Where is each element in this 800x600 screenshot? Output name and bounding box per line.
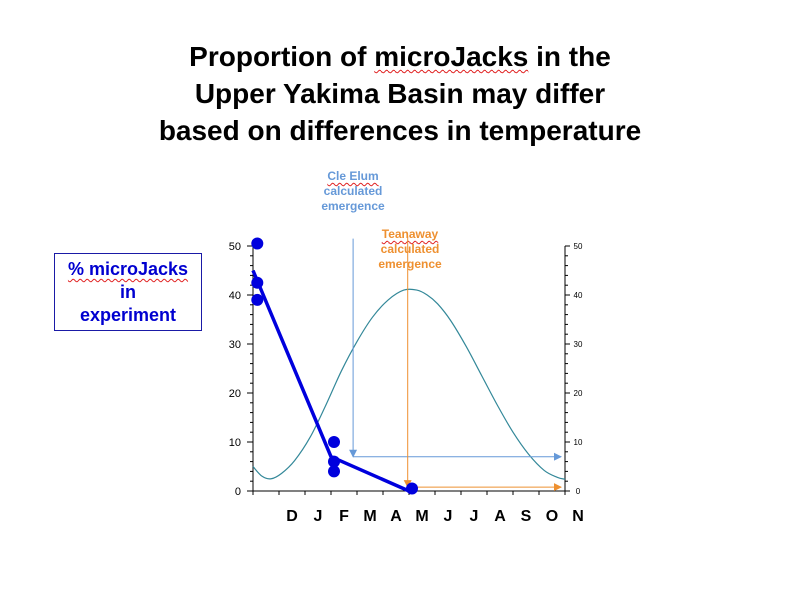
teanaway-line-3: emergence xyxy=(378,257,442,271)
data-point xyxy=(251,293,264,306)
left-y-tick-label: 20 xyxy=(229,388,241,400)
teanaway-annotation: Teanaway calculated emergence xyxy=(360,227,460,272)
x-tick-label: A xyxy=(494,508,506,525)
y-label-line-2: in xyxy=(120,282,136,302)
title-line-3: based on differences in temperature xyxy=(158,115,642,146)
x-tick-label: J xyxy=(470,508,479,525)
title-line-1: Proportion of microJacks in the xyxy=(189,41,611,72)
y-axis-label-box: % microJacks in experiment xyxy=(54,253,202,331)
data-point xyxy=(328,465,340,478)
left-y-tick-label: 30 xyxy=(229,339,241,351)
data-point xyxy=(251,237,264,250)
left-y-tick-label: 0 xyxy=(235,486,241,498)
x-tick-label: D xyxy=(286,508,298,525)
left-y-tick-label: 50 xyxy=(229,241,241,253)
x-tick-label: S xyxy=(521,508,532,525)
slide-title: Proportion of microJacks in the Upper Ya… xyxy=(0,38,800,149)
y-label-line-1: % microJacks xyxy=(67,259,189,279)
x-tick-label: M xyxy=(415,508,428,525)
x-tick-label: O xyxy=(546,508,558,525)
right-y-tick-label: 10 xyxy=(574,438,583,447)
x-tick-label: A xyxy=(390,508,402,525)
teanaway-line-2: calculated xyxy=(380,242,440,256)
data-point xyxy=(328,455,340,468)
temperature-curve xyxy=(252,288,566,480)
right-y-tick-label: 40 xyxy=(574,291,583,300)
cle-elum-annotation: Cle Elum calculated emergence xyxy=(303,169,403,214)
data-point xyxy=(251,276,264,289)
x-tick-label: N xyxy=(572,508,584,525)
left-y-tick-label: 10 xyxy=(229,437,241,449)
teanaway-name: Teanaway xyxy=(381,227,439,241)
cle-elum-name: Cle Elum xyxy=(327,169,379,183)
x-tick-label: J xyxy=(314,508,323,525)
right-y-tick-label: 0 xyxy=(576,487,581,496)
right-y-tick-label: 20 xyxy=(574,389,583,398)
x-tick-label: M xyxy=(363,508,376,525)
y-label-line-3: experiment xyxy=(79,305,177,325)
cle-elum-line-3: emergence xyxy=(321,199,385,213)
data-point xyxy=(328,436,340,448)
cle-elum-line-2: calculated xyxy=(323,184,383,198)
title-keyword: microJacks xyxy=(374,41,529,72)
data-point xyxy=(406,482,418,495)
right-y-tick-label: 30 xyxy=(574,340,583,349)
x-tick-label: J xyxy=(444,508,453,525)
right-y-tick-label: 50 xyxy=(574,242,583,251)
title-line-2: Upper Yakima Basin may differ xyxy=(194,78,606,109)
x-tick-label: F xyxy=(339,508,349,525)
left-y-tick-label: 40 xyxy=(229,290,241,302)
